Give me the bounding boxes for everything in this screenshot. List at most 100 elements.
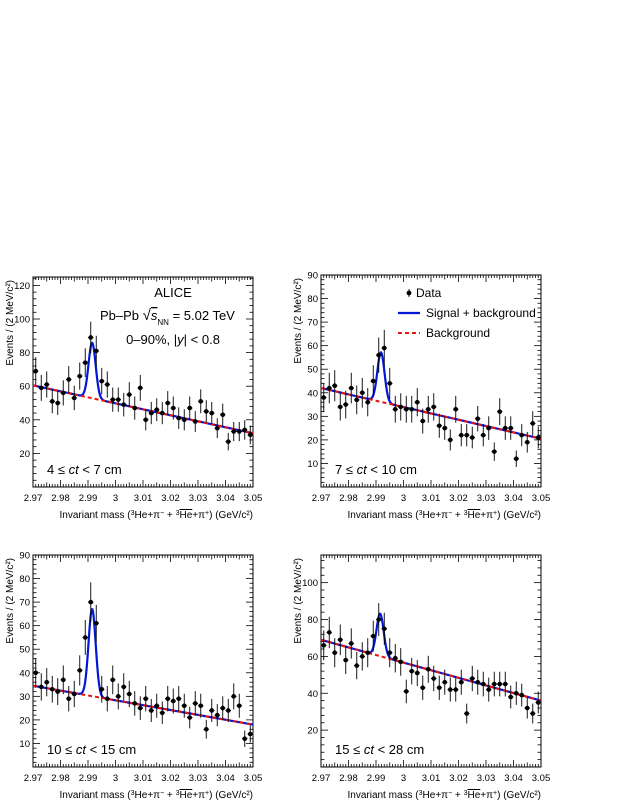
y-tick-label: 40 — [307, 689, 318, 700]
data-point — [143, 417, 149, 423]
data-point — [203, 409, 209, 414]
y-tick-label: 50 — [19, 645, 30, 656]
legend-data-label: Data — [416, 286, 442, 300]
centrality-label: 0–90%, |y| < 0.8 — [126, 332, 220, 347]
x-axis-label: Invariant mass (3He+π− + 3He+π+) (GeV/c²… — [59, 510, 253, 522]
x-tick-label: 3 — [401, 493, 406, 504]
data-point — [326, 630, 332, 635]
data-point — [502, 681, 508, 687]
x-tick-label: 3.02 — [161, 493, 180, 504]
data-point — [442, 679, 448, 685]
x-tick-label: 2.97 — [312, 493, 331, 504]
data-point — [121, 684, 127, 690]
data-point — [354, 397, 360, 403]
data-point — [203, 727, 209, 732]
y-tick-label: 60 — [307, 652, 318, 663]
data-point — [247, 731, 253, 737]
data-point — [55, 400, 61, 406]
data-point — [376, 352, 382, 358]
data-point — [370, 378, 376, 384]
data-point — [348, 385, 354, 391]
data-point — [170, 698, 176, 704]
data-point — [453, 406, 459, 412]
x-tick-label: 3.02 — [161, 773, 180, 784]
data-point — [55, 689, 61, 694]
data-point — [231, 694, 237, 699]
signal-plus-background-curve — [32, 607, 254, 726]
y-tick-label: 10 — [307, 459, 318, 470]
data-point — [159, 710, 165, 716]
y-axis-label: Events / (2 MeV/c²) — [5, 280, 16, 366]
panel-1: 2.97 2.98 2.99 3 3.01 3.02 3.03 3.04 3.05 20 40 60 8… — [5, 276, 262, 522]
data-point — [104, 696, 110, 701]
data-point — [236, 703, 242, 709]
ct-interval-label: 10 ≤ ct < 15 cm — [47, 742, 136, 757]
legend-signal-label: Signal + background — [426, 306, 536, 320]
data-point — [442, 425, 448, 431]
data-point — [99, 378, 105, 384]
data-point — [137, 385, 143, 391]
data-point — [403, 406, 409, 412]
x-tick-label: 3.01 — [422, 493, 441, 504]
data-point — [71, 395, 77, 401]
experiment-label: ALICE — [154, 285, 192, 300]
y-tick-label: 70 — [19, 598, 30, 609]
data-point — [469, 435, 475, 440]
data-point — [187, 715, 193, 720]
y-tick-label: 100 — [14, 315, 30, 326]
data-point — [77, 373, 83, 379]
data-point — [60, 390, 66, 396]
x-tick-label: 3.02 — [449, 773, 468, 784]
y-tick-label: 60 — [19, 621, 30, 632]
data-point — [132, 701, 138, 706]
data-point — [148, 410, 154, 416]
data-point — [469, 676, 475, 681]
x-tick-label: 3.05 — [532, 493, 551, 504]
x-tick-label: 2.99 — [79, 773, 98, 784]
data-point — [513, 456, 519, 462]
data-point — [458, 679, 464, 685]
data-point — [409, 406, 415, 412]
data-point — [348, 641, 354, 646]
data-point — [414, 670, 420, 676]
x-tick-label: 2.98 — [339, 493, 358, 504]
data-point — [359, 390, 365, 396]
data-point — [431, 404, 437, 410]
data-point — [403, 689, 409, 694]
ct-interval-label: 15 ≤ ct < 28 cm — [335, 742, 424, 757]
data-point — [115, 397, 121, 402]
x-tick-label: 2.99 — [367, 773, 386, 784]
data-point — [409, 668, 415, 674]
data-point — [176, 415, 182, 421]
x-tick-label: 3.01 — [134, 773, 153, 784]
data-point — [181, 417, 187, 423]
data-point — [392, 655, 398, 661]
y-tick-label: 30 — [307, 412, 318, 423]
data-point — [38, 684, 44, 690]
x-tick-label: 3.03 — [189, 493, 208, 504]
x-tick-label: 3.03 — [477, 493, 496, 504]
data-point — [181, 703, 187, 709]
data-point — [321, 395, 327, 400]
data-point — [66, 377, 72, 382]
data-point — [530, 711, 536, 716]
y-tick-label: 50 — [307, 365, 318, 376]
background-curve — [32, 384, 254, 435]
data-point — [88, 599, 94, 605]
data-point — [115, 694, 121, 699]
data-point — [447, 437, 453, 443]
data-point — [337, 404, 343, 410]
data-point — [38, 385, 44, 391]
data-point — [475, 679, 481, 685]
data-point — [519, 692, 525, 698]
data-point — [110, 677, 116, 683]
x-tick-label: 3.05 — [532, 773, 551, 784]
data-point — [414, 399, 420, 405]
data-point — [431, 676, 437, 681]
x-tick-label: 2.98 — [51, 493, 70, 504]
y-tick-label: 40 — [307, 388, 318, 399]
y-tick-label: 40 — [19, 668, 30, 679]
data-point — [398, 404, 404, 410]
data-point — [82, 360, 88, 365]
